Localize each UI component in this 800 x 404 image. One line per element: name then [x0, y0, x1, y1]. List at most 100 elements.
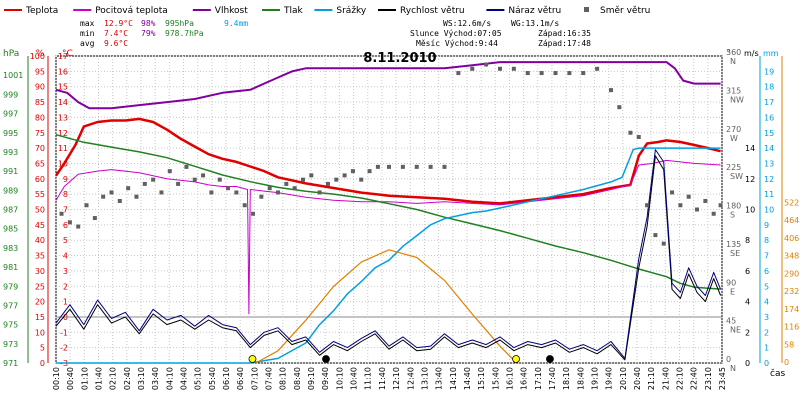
wind-direction-dot — [92, 216, 97, 221]
x-tick-label: 06:10 — [222, 367, 231, 390]
hpa-tick: 989 — [3, 186, 18, 195]
series-radiace — [255, 249, 518, 364]
x-tick-label: 17:10 — [534, 367, 543, 390]
moonrise-marker — [322, 355, 330, 363]
x-tick-label: 00:10 — [52, 367, 61, 390]
wind-direction-dot — [628, 130, 633, 135]
rain-tick: 2 — [764, 328, 769, 337]
stats-sunrise: Slunce Východ:07:05 — [410, 29, 502, 38]
stats-rain: 9.4mm — [224, 19, 248, 28]
celsius-tick: 17 — [58, 52, 68, 61]
percent-tick: 80 — [35, 113, 45, 122]
x-tick-label: 02:40 — [123, 367, 132, 390]
legend-label: Srážky — [336, 6, 367, 16]
rain-tick: 10 — [764, 206, 774, 215]
percent-tick: 70 — [35, 144, 45, 153]
x-tick-label: 03:40 — [151, 367, 160, 390]
wind-direction-dot — [334, 177, 339, 182]
stats-moonrise: Měsíc Východ:9:44 — [416, 39, 498, 48]
rain-tick: 15 — [764, 129, 774, 138]
rain-tick: 9 — [764, 221, 769, 230]
radiation-tick: 522 — [784, 198, 799, 207]
wind-direction-dot — [670, 190, 675, 195]
wind-tick: 10 — [745, 206, 755, 215]
wind-direction-dot — [636, 135, 641, 140]
wind-direction-dot — [703, 198, 708, 203]
wind-direction-dot — [176, 181, 181, 186]
wind-direction-dot — [695, 207, 700, 212]
legend-label: Teplota — [25, 6, 58, 16]
stats-sunset: Západ:16:35 — [538, 29, 591, 38]
rain-axis-title: mm — [763, 49, 779, 58]
wind-direction-dot — [159, 190, 164, 195]
celsius-tick: 6 — [63, 221, 68, 230]
legend-label: Vlhkost — [215, 6, 248, 16]
sunrise-marker — [248, 355, 257, 363]
direction-tick: 90 — [726, 278, 736, 287]
direction-tick: 180 — [726, 202, 741, 211]
wind-direction-dot — [76, 224, 81, 229]
rain-tick: 3 — [764, 313, 769, 322]
rain-tick: 14 — [764, 144, 774, 153]
series-vlhkost — [55, 61, 721, 110]
direction-axis-title: ° — [726, 49, 731, 59]
rain-tick: 11 — [764, 190, 774, 199]
stats-wind-gust: WG:13.1m/s — [511, 19, 559, 28]
wind-direction-dot — [387, 164, 391, 169]
moonset-marker — [546, 355, 554, 363]
x-tick-label: 14:40 — [463, 367, 472, 390]
stats-temp: 7.4°C — [104, 29, 128, 38]
celsius-tick: 9 — [63, 175, 68, 184]
celsius-tick: 4 — [63, 252, 68, 261]
x-tick-label: 05:10 — [194, 367, 203, 390]
series-tlak — [55, 133, 721, 290]
stats-moonset: Západ:17:48 — [538, 39, 591, 48]
wind-direction-dot — [359, 177, 364, 182]
x-tick-label: 07:10 — [250, 367, 259, 390]
percent-tick: 95 — [35, 67, 45, 76]
rain-tick: 7 — [764, 252, 769, 261]
legend-label: Pocitová teplota — [95, 6, 168, 16]
wind-direction-dot — [309, 173, 314, 178]
x-tick-label: 18:40 — [576, 367, 585, 390]
celsius-tick: 5 — [63, 236, 68, 245]
wind-direction-dot — [470, 66, 475, 71]
rain-tick: 1 — [764, 344, 769, 353]
stats-row-label: max — [80, 19, 95, 28]
wind-direction-dot — [711, 211, 716, 216]
direction-tick: 270 — [726, 125, 741, 134]
percent-tick: 35 — [35, 252, 45, 261]
celsius-tick: 13 — [58, 113, 68, 122]
x-tick-label: 19:40 — [605, 367, 614, 390]
wind-direction-dot — [184, 164, 189, 169]
legend-label: Rychlost větru — [400, 6, 465, 16]
wind-direction-dot — [167, 169, 172, 174]
wind-direction-dot — [375, 164, 380, 169]
legend-label: Tlak — [283, 6, 304, 16]
x-tick-label: 08:10 — [279, 367, 288, 390]
wind-direction-dot — [609, 88, 613, 93]
wind-direction-dot — [251, 211, 256, 216]
x-tick-label: 08:40 — [293, 367, 302, 390]
percent-axis-title: % — [36, 49, 45, 59]
rain-tick: 0 — [764, 359, 769, 368]
celsius-axis-title: °C — [62, 49, 73, 59]
direction-tick-compass: N — [730, 364, 736, 373]
wind-direction-dot — [367, 169, 372, 174]
wind-direction-dot — [217, 177, 222, 182]
x-tick-label: 15:10 — [477, 367, 486, 390]
wind-direction-dot — [300, 177, 305, 182]
x-tick-label: 22:40 — [690, 367, 699, 390]
celsius-tick: 1 — [63, 298, 68, 307]
rain-tick: 8 — [764, 236, 769, 245]
wind-direction-dot — [428, 164, 433, 169]
radiation-tick: 116 — [784, 323, 799, 332]
x-tick-label: 20:40 — [633, 367, 642, 390]
direction-tick: 225 — [726, 163, 741, 172]
hpa-tick: 971 — [3, 359, 18, 368]
percent-tick: 55 — [35, 190, 45, 199]
x-tick-label: 07:40 — [265, 367, 274, 390]
x-tick-label: 01:40 — [95, 367, 104, 390]
direction-tick: 45 — [726, 317, 736, 326]
x-axis-label: čas — [770, 368, 785, 379]
